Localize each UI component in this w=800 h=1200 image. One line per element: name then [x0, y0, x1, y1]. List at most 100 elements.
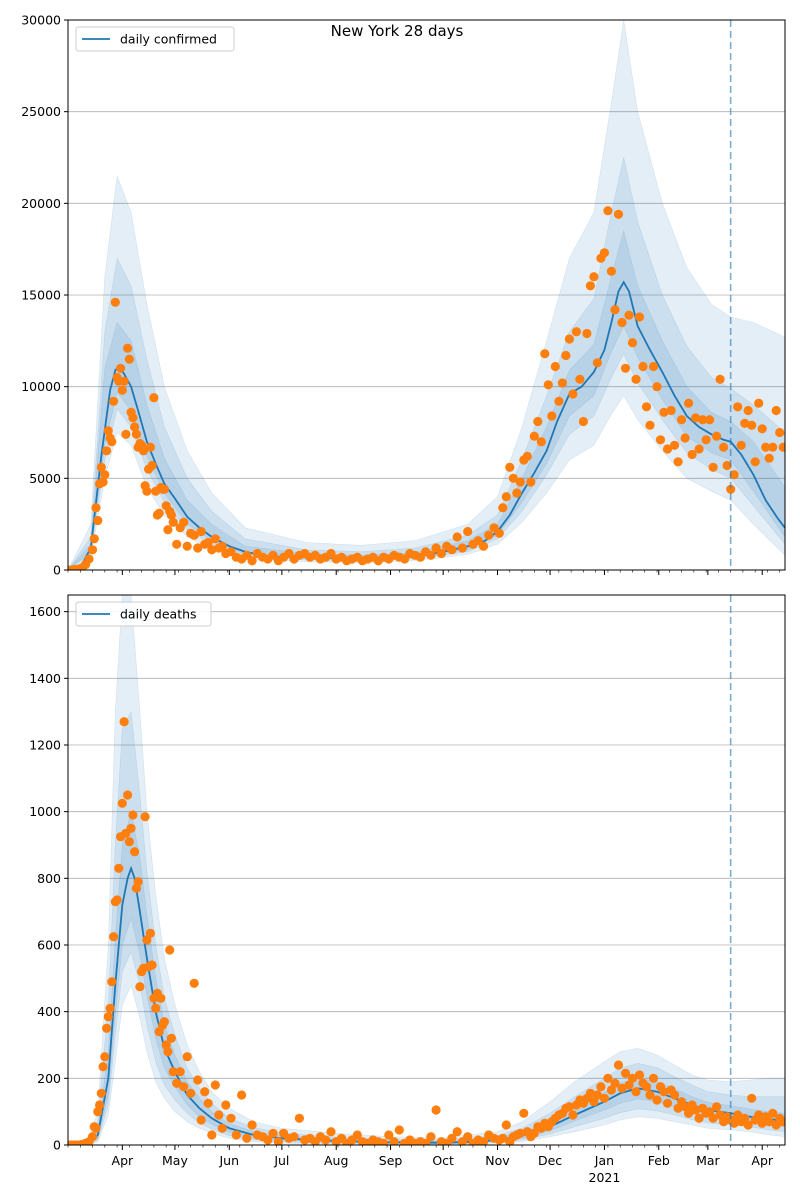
y-tick-label: 30000 — [21, 13, 61, 28]
observed-point — [182, 1052, 192, 1062]
legend: daily deaths — [75, 601, 212, 627]
observed-point — [110, 297, 120, 307]
observed-point — [771, 405, 781, 416]
observed-point — [165, 945, 175, 955]
observed-point — [452, 532, 462, 542]
y-tick-label: 0 — [53, 1138, 61, 1153]
observed-point — [754, 398, 764, 408]
observed-point — [494, 528, 504, 538]
observed-point — [585, 1088, 596, 1098]
observed-point — [638, 361, 648, 372]
observed-point — [463, 526, 473, 537]
observed-point — [130, 847, 140, 857]
observed-point — [172, 539, 182, 549]
observed-point — [522, 451, 532, 461]
observed-point — [677, 415, 687, 425]
observed-point — [547, 411, 557, 421]
observed-point — [117, 385, 127, 395]
x-tick-label: May — [162, 1153, 188, 1168]
observed-point — [564, 334, 575, 344]
legend: daily confirmed — [75, 26, 235, 52]
deaths-panel: 0 200 400 600 800 1000 1200 1400 1600 Apr May Jun Ju… — [29, 594, 786, 1185]
observed-point — [554, 396, 564, 406]
observed-point — [221, 1100, 231, 1110]
observed-point — [121, 429, 131, 439]
observed-point — [515, 477, 525, 487]
observed-point — [645, 420, 655, 430]
observed-point — [135, 982, 145, 992]
observed-point — [610, 1078, 620, 1088]
observed-point — [729, 1118, 739, 1128]
observed-point — [128, 810, 138, 820]
observed-point — [166, 1033, 176, 1043]
observed-point — [764, 1117, 774, 1127]
y-tick-label: 200 — [37, 1071, 61, 1086]
x-tick-label: Jul — [273, 1153, 289, 1168]
y-tick-label: 20000 — [21, 196, 61, 211]
x-tick-label: Feb — [648, 1153, 670, 1168]
observed-point — [501, 492, 511, 502]
observed-point — [100, 470, 110, 480]
observed-point — [447, 545, 457, 555]
observed-point — [708, 462, 718, 472]
observed-point — [168, 517, 178, 527]
x-tick-label: Dec — [538, 1153, 562, 1168]
observed-point — [128, 413, 138, 423]
observed-point — [478, 1137, 489, 1145]
observed-point — [673, 457, 683, 467]
observed-point — [568, 1110, 578, 1120]
observed-point — [154, 508, 164, 518]
observed-point — [564, 1102, 575, 1112]
plot-area — [68, 595, 785, 1145]
observed-point — [421, 1138, 431, 1145]
observed-point — [384, 1130, 394, 1140]
observed-point — [130, 422, 140, 432]
y-tick-label: 800 — [37, 871, 61, 886]
y-tick-label: 400 — [37, 1004, 61, 1019]
observed-point — [273, 1137, 283, 1145]
observed-point — [193, 543, 203, 553]
x-tick-label: Mar — [696, 1153, 720, 1168]
observed-point — [91, 1123, 101, 1133]
observed-point — [627, 1073, 638, 1083]
central-estimate-line — [68, 280, 785, 570]
observed-point — [698, 415, 708, 425]
observed-point — [659, 407, 669, 417]
observed-point — [326, 1127, 336, 1137]
observed-point — [775, 427, 785, 438]
legend-box — [75, 601, 212, 627]
observed-point — [592, 358, 603, 368]
observed-point — [124, 837, 134, 847]
legend-label: daily deaths — [120, 607, 197, 622]
observed-point — [210, 1080, 220, 1090]
observed-point — [116, 363, 126, 373]
observed-point — [203, 537, 213, 548]
observed-point — [207, 1130, 217, 1140]
observed-point — [175, 1067, 185, 1077]
observed-point — [463, 1132, 473, 1142]
observed-point — [652, 1095, 662, 1105]
observed-point — [736, 440, 746, 450]
observed-point — [508, 473, 518, 483]
observed-point — [715, 374, 725, 384]
observed-point — [131, 429, 141, 439]
observed-point — [91, 503, 101, 513]
observed-point — [93, 515, 103, 526]
observed-point — [431, 1105, 441, 1115]
legend-box — [75, 26, 235, 52]
observed-point — [536, 437, 546, 447]
observed-point — [147, 460, 157, 471]
observed-point — [103, 1012, 113, 1022]
observed-point — [114, 863, 124, 873]
observed-point — [151, 1003, 161, 1013]
observed-point — [529, 431, 539, 441]
observed-point — [98, 1062, 108, 1072]
observed-point — [226, 1113, 236, 1123]
observed-point — [729, 470, 739, 480]
observed-point — [247, 556, 257, 566]
observed-point — [768, 1108, 778, 1118]
observed-point — [627, 338, 638, 348]
observed-point — [641, 402, 652, 412]
observed-point — [394, 1125, 404, 1135]
observed-point — [172, 1078, 182, 1088]
